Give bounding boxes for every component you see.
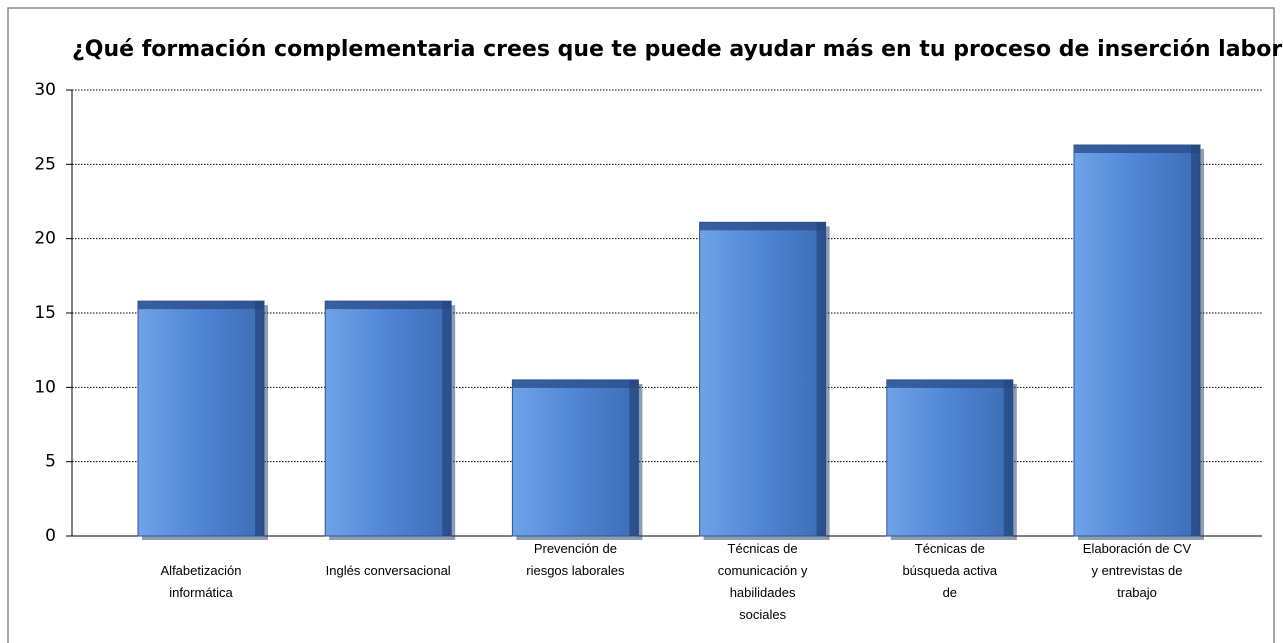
y-tick-label: 5 <box>45 452 56 472</box>
y-tick-label: 20 <box>34 229 56 249</box>
x-tick-label: Técnicas de comunicación y habilidades s… <box>717 541 808 622</box>
bar-bevel <box>325 301 452 310</box>
chart-title: ¿Qué formación complementaria crees que … <box>72 37 1283 62</box>
bar-bevel <box>255 301 264 536</box>
x-tick-label: Inglés conversacional <box>325 563 451 578</box>
bar <box>137 300 265 537</box>
bar <box>324 300 452 537</box>
x-tick-label: Elaboración de CV y entrevistas de traba… <box>1082 541 1192 600</box>
y-tick-label: 10 <box>34 377 56 397</box>
bar-bevel <box>886 379 1013 388</box>
bar <box>886 379 1014 537</box>
bar-bevel <box>1191 145 1200 537</box>
y-tick-label: 30 <box>34 80 56 100</box>
x-tick-label: Técnicas de búsqueda activa de <box>902 541 998 600</box>
bar-bevel <box>1003 379 1013 536</box>
y-tick-label: 25 <box>34 154 56 174</box>
bar-bevel <box>512 379 639 388</box>
bar-bevel <box>629 379 639 536</box>
y-tick-label: 15 <box>34 303 56 323</box>
x-tick-label: Prevención de riesgos laborales <box>526 541 625 578</box>
bar <box>699 221 827 537</box>
x-tick-label: Alfabetización informática <box>160 563 242 600</box>
bar-bevel <box>1074 145 1200 154</box>
y-tick-label: 0 <box>45 526 56 546</box>
bar-bevel <box>699 222 826 231</box>
bar <box>511 379 639 537</box>
bar-bevel <box>442 301 452 536</box>
bar-bevel <box>138 301 264 310</box>
bar <box>1073 144 1201 537</box>
bar-bevel <box>816 222 826 536</box>
